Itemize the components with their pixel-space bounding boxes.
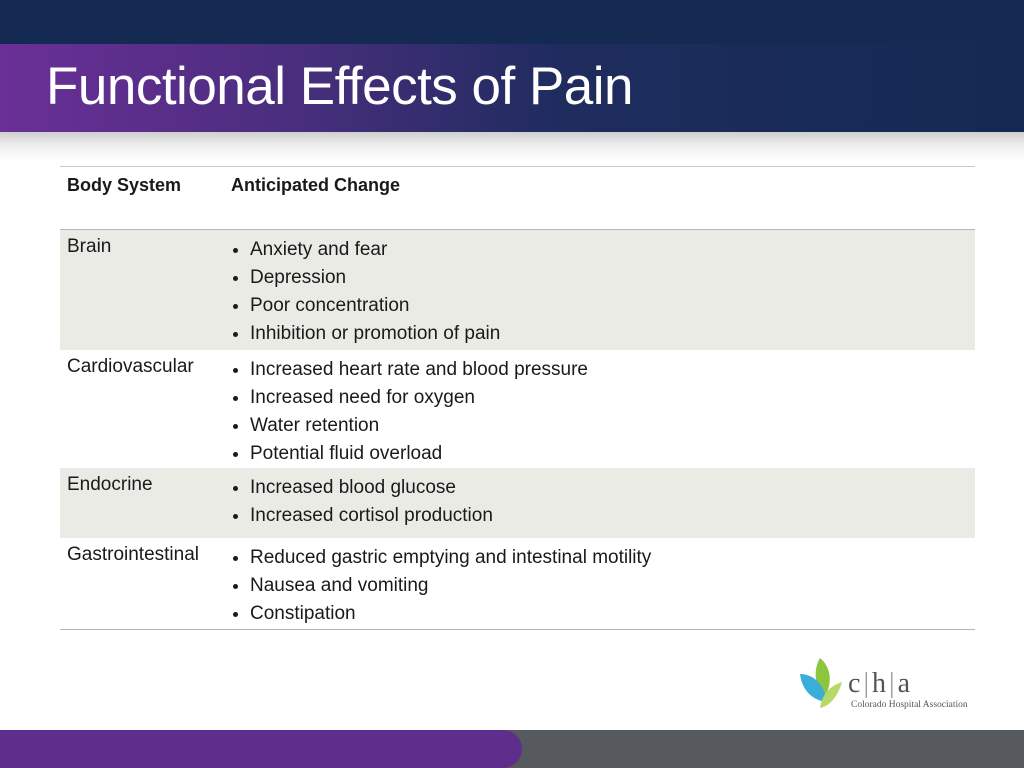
change-cell: Increased heart rate and blood pressure … (225, 350, 975, 468)
page-title: Functional Effects of Pain (46, 57, 634, 116)
top-banner (0, 0, 1024, 44)
logo-organization-name: Colorado Hospital Association (851, 700, 968, 710)
title-banner (0, 44, 1024, 132)
table-row: Gastrointestinal Reduced gastric emptyin… (60, 538, 975, 629)
leaf-logo-icon (800, 658, 842, 708)
list-item: Increased blood glucose (231, 474, 975, 502)
footer-bar-purple (0, 730, 522, 768)
body-system-cell: Brain (67, 236, 112, 257)
table-header-row: Body System Anticipated Change (60, 167, 975, 230)
table-row: Cardiovascular Increased heart rate and … (60, 350, 975, 468)
header-body-system: Body System (67, 175, 182, 195)
table-row: Endocrine Increased blood glucose Increa… (60, 468, 975, 538)
logo-letters: c|h|a (848, 668, 912, 699)
list-item: Depression (231, 264, 975, 292)
change-list: Reduced gastric emptying and intestinal … (231, 544, 975, 628)
list-item: Water retention (231, 412, 975, 440)
list-item: Constipation (231, 600, 975, 628)
change-list: Increased heart rate and blood pressure … (231, 356, 975, 468)
list-item: Nausea and vomiting (231, 572, 975, 600)
effects-table: Body System Anticipated Change Brain Anx… (60, 166, 975, 630)
list-item: Increased cortisol production (231, 502, 975, 530)
change-list: Increased blood glucose Increased cortis… (231, 474, 975, 530)
title-shadow (0, 132, 1024, 160)
header-anticipated-change: Anticipated Change (231, 175, 401, 195)
body-system-cell: Cardiovascular (67, 356, 194, 377)
list-item: Poor concentration (231, 292, 975, 320)
change-cell: Reduced gastric emptying and intestinal … (225, 538, 975, 629)
list-item: Inhibition or promotion of pain (231, 320, 975, 348)
body-system-cell: Gastrointestinal (67, 544, 200, 565)
change-cell: Increased blood glucose Increased cortis… (225, 468, 975, 538)
table-row: Brain Anxiety and fear Depression Poor c… (60, 230, 975, 350)
body-system-cell: Endocrine (67, 474, 153, 495)
change-list: Anxiety and fear Depression Poor concent… (231, 236, 975, 348)
cha-logo: c|h|a Colorado Hospital Association (796, 652, 986, 716)
list-item: Increased heart rate and blood pressure (231, 356, 975, 384)
list-item: Potential fluid overload (231, 440, 975, 468)
list-item: Reduced gastric emptying and intestinal … (231, 544, 975, 572)
change-cell: Anxiety and fear Depression Poor concent… (225, 230, 975, 350)
list-item: Increased need for oxygen (231, 384, 975, 412)
list-item: Anxiety and fear (231, 236, 975, 264)
